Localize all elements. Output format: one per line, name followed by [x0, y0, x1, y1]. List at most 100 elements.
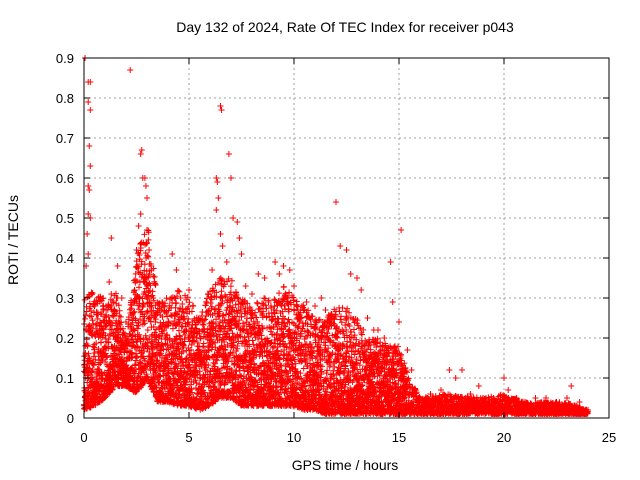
- data-point: [167, 381, 174, 388]
- data-point: [100, 295, 107, 302]
- data-point: [93, 320, 100, 327]
- data-point: [150, 297, 157, 304]
- data-point: [137, 335, 144, 342]
- data-point: [106, 389, 113, 396]
- data-point: [141, 231, 148, 238]
- data-point: [131, 327, 138, 334]
- data-point: [136, 331, 143, 338]
- data-point: [143, 373, 150, 380]
- data-point: [133, 366, 140, 373]
- data-point: [162, 300, 169, 307]
- data-point: [147, 318, 154, 325]
- data-point: [158, 342, 165, 349]
- data-point: [152, 281, 159, 288]
- data-point: [134, 344, 141, 351]
- data-point: [112, 368, 119, 375]
- data-point: [94, 382, 101, 389]
- data-point: [120, 325, 127, 332]
- data-point: [88, 313, 95, 320]
- data-point: [157, 373, 164, 380]
- data-point: [132, 361, 139, 368]
- data-point: [150, 273, 157, 280]
- data-point: [165, 319, 172, 326]
- data-point: [144, 326, 151, 333]
- data-point: [116, 312, 123, 319]
- data-point: [164, 313, 171, 320]
- data-point: [83, 336, 90, 343]
- data-point: [138, 360, 145, 367]
- data-point: [92, 321, 99, 328]
- data-point: [93, 393, 100, 400]
- data-point: [91, 350, 98, 357]
- data-point: [144, 252, 151, 259]
- data-point: [130, 300, 137, 307]
- data-point: [141, 357, 148, 364]
- data-point: [89, 332, 96, 339]
- data-point: [92, 301, 99, 308]
- data-point: [116, 307, 123, 314]
- data-point: [125, 316, 132, 323]
- data-point: [84, 379, 91, 386]
- data-point: [84, 343, 91, 350]
- data-point: [82, 350, 89, 357]
- data-point: [134, 325, 141, 332]
- data-point: [129, 319, 136, 326]
- data-point: [137, 316, 144, 323]
- data-point: [133, 277, 140, 284]
- data-point: [119, 354, 126, 361]
- data-point: [82, 315, 89, 322]
- data-point: [146, 271, 153, 278]
- data-point: [161, 386, 168, 393]
- data-point: [89, 290, 96, 297]
- data-point: [152, 316, 159, 323]
- data-point: [115, 302, 122, 309]
- data-point: [133, 258, 140, 265]
- data-point: [161, 327, 168, 334]
- data-point: [150, 361, 157, 368]
- data-point: [129, 336, 136, 343]
- data-point: [145, 253, 152, 260]
- data-point: [117, 313, 124, 320]
- data-point: [131, 308, 138, 315]
- data-point: [94, 325, 101, 332]
- data-point: [130, 326, 137, 333]
- data-point: [110, 299, 117, 306]
- data-point: [104, 354, 111, 361]
- data-point: [148, 304, 155, 311]
- data-point: [137, 359, 144, 366]
- data-point: [91, 344, 98, 351]
- data-point: [105, 338, 112, 345]
- data-point: [152, 326, 159, 333]
- data-point: [130, 309, 137, 316]
- data-point: [135, 284, 142, 291]
- data-point: [141, 348, 148, 355]
- data-point: [154, 357, 161, 364]
- data-point: [145, 236, 152, 243]
- data-point: [164, 370, 171, 377]
- data-point: [112, 290, 119, 297]
- data-point: [151, 273, 158, 280]
- data-point: [135, 370, 142, 377]
- data-point: [133, 388, 140, 395]
- data-point: [88, 369, 95, 376]
- data-point: [135, 322, 142, 329]
- data-point: [84, 342, 91, 349]
- data-point: [86, 312, 93, 319]
- data-point: [133, 355, 140, 362]
- data-point: [146, 299, 153, 306]
- data-point: [159, 330, 166, 337]
- data-point: [117, 326, 124, 333]
- data-point: [98, 339, 105, 346]
- data-point: [138, 308, 145, 315]
- data-point: [142, 366, 149, 373]
- data-point: [89, 374, 96, 381]
- data-point: [138, 258, 145, 265]
- data-point: [165, 307, 172, 314]
- data-point: [100, 329, 107, 336]
- chart-title: Day 132 of 2024, Rate Of TEC Index for r…: [176, 19, 514, 35]
- data-point: [151, 353, 158, 360]
- data-point: [152, 352, 159, 359]
- data-point: [141, 320, 148, 327]
- data-point: [149, 385, 156, 392]
